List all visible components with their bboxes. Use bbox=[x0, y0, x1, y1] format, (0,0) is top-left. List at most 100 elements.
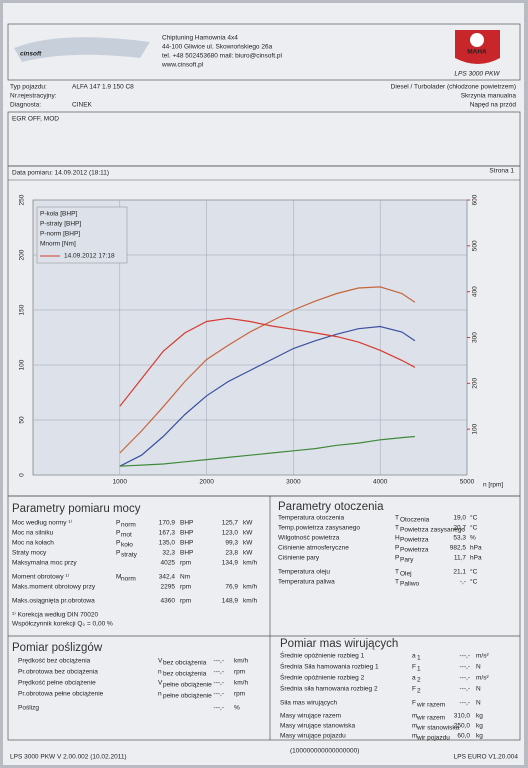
company-line: Chiptuning Hamownia 4x4 bbox=[162, 35, 238, 42]
row-label: Pr.obrotowa bez obciążenia bbox=[18, 669, 98, 676]
row-label: Wilgotność powietrza bbox=[278, 535, 340, 542]
company-line: tel. +48 502453680 mail: biuro@cinsoft.p… bbox=[162, 53, 282, 60]
row-symbol-sub: 1 bbox=[417, 666, 421, 673]
row-symbol: a bbox=[412, 675, 416, 682]
legend-entry: P-koła [BHP] bbox=[40, 211, 77, 218]
vehicle-value: CINEK bbox=[72, 102, 93, 109]
row-label: Masy wirujące stanowiska bbox=[280, 723, 356, 730]
row-symbol-sub: wir pojazdu bbox=[416, 735, 450, 742]
row-value: 982,5 bbox=[450, 545, 467, 552]
row-symbol-sub: wir stanowiska bbox=[416, 725, 460, 732]
row-value: ---,- bbox=[214, 669, 224, 676]
row-label: Masy wirujące pojazdu bbox=[280, 733, 346, 740]
row-symbol: H bbox=[395, 535, 400, 542]
row-value: 123,0 bbox=[222, 530, 239, 537]
row-unit: % bbox=[470, 535, 476, 542]
row-value: 11,7 bbox=[454, 555, 467, 562]
row-value: 20,7 bbox=[453, 525, 466, 532]
tables-frame bbox=[7, 495, 521, 741]
row-value: 32,3 bbox=[162, 550, 175, 557]
company-line: 44-100 Gliwice ul. Skowrońskiego 26a bbox=[162, 44, 273, 51]
series-line bbox=[119, 325, 416, 467]
row-symbol-sub: 2 bbox=[417, 677, 421, 684]
row-value: 21,1 bbox=[453, 569, 466, 576]
row-symbol: V bbox=[158, 680, 163, 687]
row-symbol: P bbox=[116, 520, 120, 527]
vehicle-info: Napęd na przód bbox=[470, 102, 517, 109]
row-label: Moment obrotowy ¹⁾ bbox=[12, 573, 70, 581]
row-unit: rpm bbox=[234, 691, 245, 698]
section-title: Parametry pomiaru mocy bbox=[12, 503, 141, 515]
row-value: 60,0 bbox=[457, 733, 470, 740]
legend-entry: P-straty [BHP] bbox=[40, 221, 81, 228]
row-symbol: T bbox=[395, 525, 399, 532]
row-value: 148,9 bbox=[222, 598, 239, 605]
row-label: Prędkość pełne obciążenie bbox=[18, 680, 96, 687]
row-label: Temperatura paliwa bbox=[278, 579, 335, 586]
row-value: ---,- bbox=[460, 653, 470, 660]
row-symbol-sub: pełne obciążenie bbox=[163, 693, 212, 700]
row-value: 53,3 bbox=[453, 535, 466, 542]
row-label: Średnie opóźnienie rozbieg 1 bbox=[280, 651, 365, 660]
row-label: Siła mas wirujących bbox=[280, 700, 337, 707]
row-symbol-sub: wir razem bbox=[416, 715, 445, 722]
row-unit: BHP bbox=[180, 540, 193, 547]
row-value: 125,7 bbox=[222, 520, 239, 527]
row-symbol: n bbox=[158, 691, 162, 698]
row-symbol: T bbox=[395, 515, 399, 522]
row-unit: BHP bbox=[180, 520, 193, 527]
row-value: 4360 bbox=[161, 598, 176, 605]
row-label: Maksymalna moc przy bbox=[12, 560, 77, 567]
row-unit: °C bbox=[470, 568, 478, 576]
row-unit: hPa bbox=[470, 555, 482, 562]
maha-emblem bbox=[470, 33, 484, 47]
row-value: ---,- bbox=[460, 675, 470, 682]
row-unit: kW bbox=[243, 520, 253, 527]
row-label: Ciśnienie pary bbox=[278, 555, 320, 562]
row-label: Współczynnik korekcji Q₀ = 0,00 % bbox=[12, 621, 113, 628]
y-tick-label: 250 bbox=[19, 194, 26, 205]
row-symbol: T bbox=[395, 569, 399, 576]
row-unit: kW bbox=[243, 550, 253, 557]
row-value: 310,0 bbox=[454, 713, 471, 720]
row-value: ---,- bbox=[214, 705, 224, 712]
row-unit: rpm bbox=[180, 560, 191, 567]
row-unit: BHP bbox=[180, 550, 193, 557]
row-value: 134,9 bbox=[222, 560, 239, 567]
row-unit: BHP bbox=[180, 530, 193, 537]
row-value: ---,- bbox=[460, 686, 470, 693]
row-value: ---,- bbox=[460, 664, 470, 671]
row-label: Średnie opóźnienie rozbieg 2 bbox=[280, 673, 365, 682]
row-label: Temperatura oleju bbox=[278, 569, 330, 576]
row-unit: rpm bbox=[180, 584, 191, 591]
row-symbol: m bbox=[412, 713, 417, 720]
row-symbol-sub: Olej bbox=[400, 571, 412, 578]
y-tick-label: 100 bbox=[19, 359, 26, 370]
row-label: Masy wirujące razem bbox=[280, 713, 341, 720]
row-symbol: M bbox=[116, 574, 121, 581]
row-unit: kg bbox=[476, 733, 483, 740]
y2-tick-label: 600 bbox=[472, 194, 479, 205]
row-symbol: P bbox=[116, 550, 120, 557]
row-label: Moc na kołach bbox=[12, 540, 54, 547]
row-symbol-sub: Paliwo bbox=[400, 581, 420, 588]
page-label: Strona 1 bbox=[489, 168, 514, 175]
row-unit: °C bbox=[470, 524, 478, 532]
row-label: Temperatura otoczenia bbox=[278, 515, 345, 522]
row-label: ¹⁾ Korekcja według DIN 70020 bbox=[12, 611, 99, 619]
row-value: ---,- bbox=[214, 680, 224, 687]
row-unit: N bbox=[476, 686, 481, 693]
y-tick-label: 50 bbox=[19, 416, 26, 424]
row-value: 23,8 bbox=[225, 550, 238, 557]
row-unit: km/h bbox=[234, 658, 248, 665]
section-title: Pomiar poślizgów bbox=[12, 642, 103, 654]
row-label: Maks.osiągnięta pr.obrotowa bbox=[12, 598, 95, 605]
row-unit: N bbox=[476, 664, 481, 671]
row-value: 167,3 bbox=[159, 530, 176, 537]
row-value: ---,- bbox=[460, 700, 470, 707]
row-symbol-sub: bez obciążenia bbox=[163, 671, 207, 678]
row-symbol: T bbox=[395, 579, 399, 586]
row-value: 342,4 bbox=[159, 574, 176, 581]
y-tick-label: 150 bbox=[19, 304, 26, 315]
